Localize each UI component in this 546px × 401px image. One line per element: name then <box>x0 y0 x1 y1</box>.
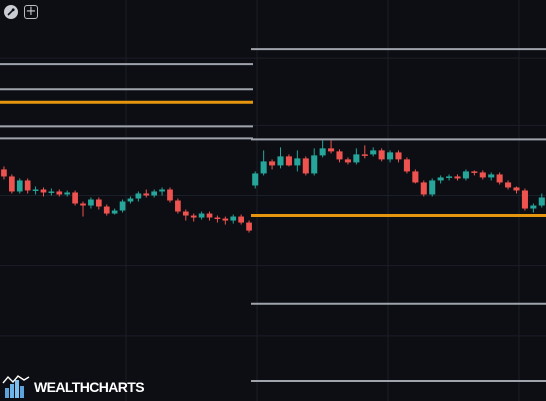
candle-body <box>446 176 453 178</box>
candle-body <box>521 190 528 209</box>
candle-body <box>222 218 229 221</box>
candle-body <box>230 216 237 221</box>
candle-body <box>488 174 495 178</box>
candle-body <box>32 189 39 191</box>
candle-body <box>88 199 94 206</box>
candle-body <box>277 156 284 166</box>
candle-body <box>16 180 23 192</box>
brand-name: WEALTHCHARTS <box>34 379 145 395</box>
candle-body <box>64 192 71 195</box>
candle-body <box>80 203 86 206</box>
plus-icon: + <box>25 4 37 19</box>
candle-body <box>353 154 360 163</box>
candle-body <box>119 201 126 211</box>
candle-body <box>370 150 377 155</box>
candle-body <box>9 176 15 192</box>
candle-body <box>151 191 158 196</box>
candle-body <box>328 148 335 152</box>
candle-body <box>175 200 181 212</box>
candle-body <box>336 151 343 160</box>
candle-body <box>159 189 165 192</box>
candle-body <box>285 156 292 166</box>
candle-body <box>311 155 318 174</box>
candle-body <box>530 205 537 209</box>
candle-body <box>143 193 150 196</box>
candle-body <box>387 152 394 160</box>
bull-logo-icon <box>2 375 30 398</box>
candle-body <box>190 215 197 218</box>
candle-body <box>513 187 520 191</box>
candle-body <box>505 182 512 188</box>
candle-body <box>395 152 402 160</box>
candle-body <box>206 213 213 218</box>
candle-body <box>198 213 205 218</box>
candle-body <box>24 180 31 191</box>
candle-body <box>252 173 259 186</box>
candle-body <box>167 189 173 201</box>
candle-body <box>319 148 326 156</box>
candle-body <box>378 150 385 160</box>
candle-body <box>412 171 419 183</box>
candle-body <box>471 171 478 173</box>
candle-body <box>1 169 7 177</box>
candle-body <box>56 191 63 195</box>
brand-watermark: WEALTHCHARTS <box>2 375 145 399</box>
candle-body <box>361 154 368 156</box>
candle-body <box>479 172 486 178</box>
candle-body <box>72 192 78 204</box>
candle-body <box>40 189 47 193</box>
candle-body <box>269 161 276 166</box>
add-indicator-button[interactable]: + <box>24 5 38 19</box>
candle-body <box>111 210 118 214</box>
candle-body <box>135 193 142 199</box>
magnet-tool-button[interactable] <box>4 5 18 19</box>
candle-body <box>403 159 410 172</box>
candle-body <box>214 217 221 220</box>
candle-body <box>48 191 55 193</box>
candle-body <box>496 174 503 183</box>
magnet-icon <box>7 8 15 16</box>
candle-body <box>238 216 244 223</box>
candle-body <box>344 159 351 163</box>
candle-body <box>260 161 267 174</box>
candle-body <box>182 211 189 216</box>
candle-body <box>454 176 461 179</box>
candle-body <box>437 177 444 181</box>
candle-body <box>302 158 309 174</box>
candle-body <box>103 206 110 214</box>
candle-body <box>127 198 134 202</box>
candle-body <box>246 222 252 231</box>
candle-body <box>294 158 301 166</box>
candle-body <box>538 197 545 206</box>
candle-body <box>95 199 102 207</box>
candle-body <box>462 171 469 179</box>
candle-body <box>429 180 436 195</box>
candle-body <box>420 182 427 195</box>
